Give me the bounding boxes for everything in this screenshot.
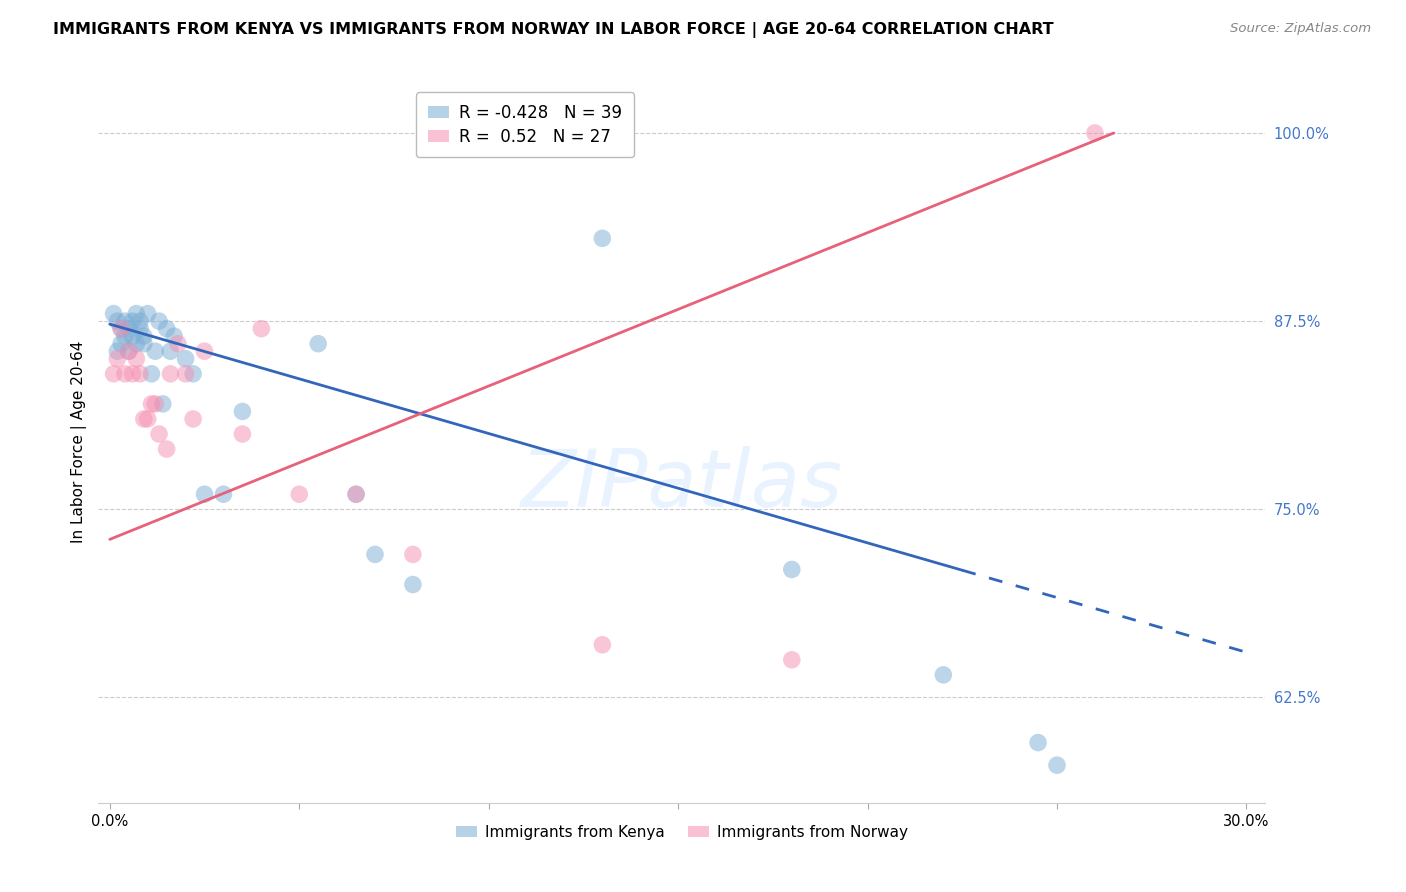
Point: [174, 367, 197, 381]
Point: [103, 367, 125, 381]
Point: [129, 314, 152, 328]
Point: [193, 487, 215, 501]
Point: [250, 321, 273, 335]
Legend: Immigrants from Kenya, Immigrants from Norway: Immigrants from Kenya, Immigrants from N…: [450, 819, 914, 846]
Point: [129, 367, 152, 381]
Point: [125, 336, 148, 351]
Point: [174, 351, 197, 366]
Point: [125, 307, 148, 321]
Point: [402, 577, 425, 591]
Point: [148, 314, 170, 328]
Point: [780, 653, 803, 667]
Text: Source: ZipAtlas.com: Source: ZipAtlas.com: [1230, 22, 1371, 36]
Point: [152, 397, 174, 411]
Point: [402, 548, 425, 562]
Point: [212, 487, 235, 501]
Point: [159, 367, 181, 381]
Point: [148, 427, 170, 442]
Point: [591, 638, 613, 652]
Point: [156, 442, 179, 456]
Point: [181, 367, 204, 381]
Point: [193, 344, 215, 359]
Text: IMMIGRANTS FROM KENYA VS IMMIGRANTS FROM NORWAY IN LABOR FORCE | AGE 20-64 CORRE: IMMIGRANTS FROM KENYA VS IMMIGRANTS FROM…: [53, 22, 1054, 38]
Point: [105, 351, 128, 366]
Point: [118, 344, 141, 359]
Text: ZIPatlas: ZIPatlas: [520, 446, 844, 524]
Point: [231, 404, 253, 418]
Point: [114, 314, 136, 328]
Point: [344, 487, 367, 501]
Point: [136, 412, 159, 426]
Point: [364, 548, 387, 562]
Point: [163, 329, 186, 343]
Point: [110, 321, 132, 335]
Point: [591, 231, 613, 245]
Point: [1026, 736, 1049, 750]
Point: [114, 329, 136, 343]
Point: [114, 367, 136, 381]
Point: [121, 314, 143, 328]
Point: [159, 344, 181, 359]
Point: [1046, 758, 1069, 772]
Point: [1084, 126, 1107, 140]
Point: [118, 344, 141, 359]
Point: [143, 397, 166, 411]
Point: [156, 321, 179, 335]
Point: [103, 307, 125, 321]
Point: [121, 329, 143, 343]
Y-axis label: In Labor Force | Age 20-64: In Labor Force | Age 20-64: [72, 341, 87, 542]
Point: [141, 367, 163, 381]
Point: [129, 321, 152, 335]
Point: [132, 336, 155, 351]
Point: [143, 344, 166, 359]
Point: [780, 562, 803, 576]
Point: [932, 668, 955, 682]
Point: [121, 367, 143, 381]
Point: [125, 351, 148, 366]
Point: [344, 487, 367, 501]
Point: [110, 321, 132, 335]
Point: [118, 321, 141, 335]
Point: [181, 412, 204, 426]
Point: [231, 427, 253, 442]
Point: [141, 397, 163, 411]
Point: [105, 314, 128, 328]
Point: [167, 336, 190, 351]
Point: [105, 344, 128, 359]
Point: [136, 307, 159, 321]
Point: [132, 412, 155, 426]
Point: [288, 487, 311, 501]
Point: [307, 336, 329, 351]
Point: [110, 336, 132, 351]
Point: [132, 329, 155, 343]
